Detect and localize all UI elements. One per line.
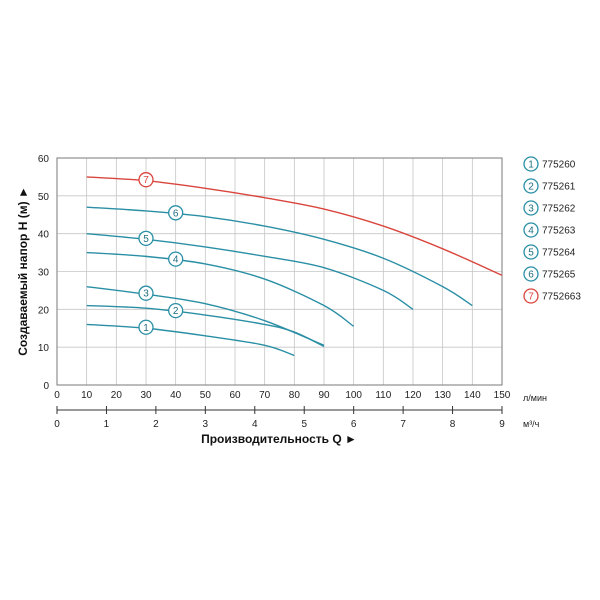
x2-tick-label: 4	[252, 419, 258, 430]
secondary-x-axis-unit: м³/ч	[523, 419, 540, 429]
x-tick-label: 120	[405, 390, 422, 401]
series-line-4	[86, 251, 355, 327]
x-tick-label: 100	[345, 390, 362, 401]
x2-tick-label: 5	[301, 419, 307, 430]
legend-marker-label: 6	[528, 270, 534, 281]
series-line-6	[86, 206, 473, 307]
series-marker-label-4: 4	[173, 255, 179, 266]
legend-marker-label: 3	[528, 204, 534, 215]
x2-tick-label: 7	[400, 419, 406, 430]
y-tick-label: 50	[38, 192, 50, 203]
series-marker-4	[168, 251, 184, 267]
y-tick-label: 20	[38, 305, 50, 316]
legend-entry-4: 775263	[542, 226, 576, 237]
y-tick-label: 40	[38, 230, 50, 241]
series-marker-2	[168, 302, 184, 319]
legend-marker-label: 5	[528, 248, 534, 259]
x2-tick-label: 6	[351, 419, 357, 430]
x-tick-label: 90	[318, 390, 330, 401]
legend-marker-2	[523, 178, 539, 194]
series-marker-label-1: 1	[143, 323, 149, 334]
x2-tick-label: 1	[104, 419, 110, 430]
x2-tick-label: 2	[153, 419, 159, 430]
series-marker-label-7: 7	[143, 175, 149, 186]
series-marker-5	[138, 230, 154, 246]
x-tick-label: 0	[54, 390, 60, 401]
x-tick-label: 110	[375, 390, 391, 401]
x-axis-unit: л/мин	[523, 393, 547, 403]
plot-frame	[56, 157, 503, 386]
x-tick-label: 140	[464, 390, 481, 401]
legend-marker-5	[523, 244, 539, 260]
legend-marker-7	[523, 288, 539, 304]
legend-entry-5: 775264	[542, 248, 576, 259]
legend-marker-1	[523, 156, 539, 172]
series-marker-label-6: 6	[173, 208, 179, 219]
x-tick-label: 150	[494, 390, 511, 401]
y-axis-ticks: 0 10 20 30 40 50 60	[38, 154, 50, 392]
series-marker-label-2: 2	[173, 306, 179, 317]
series-marker-1	[138, 319, 154, 335]
series-line-3	[86, 285, 325, 346]
series-marker-label-5: 5	[143, 234, 149, 245]
x-tick-label: 10	[81, 390, 93, 401]
x-tick-label: 70	[259, 390, 271, 401]
x-axis-title: Производительность Q ►	[201, 432, 357, 446]
y-tick-label: 60	[38, 154, 50, 165]
legend-marker-4	[523, 222, 539, 238]
y-tick-label: 0	[43, 381, 49, 392]
legend-entry-7: 7752663	[542, 292, 581, 303]
series-marker-6	[168, 205, 184, 221]
x-tick-label: 50	[200, 390, 212, 401]
legend-entry-2: 775261	[542, 182, 576, 193]
x-tick-label: 40	[170, 390, 182, 401]
x-axis-ticks: 0 10 20 30 40 50 60 70 80 90 100 110 120 130 140 150	[54, 390, 511, 401]
secondary-x-axis: 0 1 2 3 4 5 6 7 8 9	[54, 406, 505, 430]
legend-entry-1: 775260	[542, 160, 576, 171]
legend-entry-3: 775262	[542, 204, 576, 215]
legend: 1 775260 2 775261 3 775262 4 775263 5 775264 6 7752…	[523, 156, 581, 304]
x-tick-label: 60	[229, 390, 241, 401]
legend-marker-label: 4	[528, 226, 534, 237]
x2-tick-label: 3	[203, 419, 209, 430]
x-tick-label: 30	[140, 390, 152, 401]
x-tick-label: 130	[434, 390, 451, 401]
series-lines: 1 2 3 4 5 6 7	[86, 172, 503, 357]
legend-marker-3	[523, 200, 539, 216]
x2-tick-label: 0	[54, 419, 60, 430]
x-tick-label: 80	[289, 390, 301, 401]
legend-marker-label: 7	[528, 292, 534, 303]
series-marker-label-3: 3	[143, 289, 149, 300]
legend-marker-6	[523, 266, 539, 282]
x2-tick-label: 9	[499, 419, 505, 430]
y-tick-label: 10	[38, 343, 50, 354]
x-tick-label: 20	[111, 390, 123, 401]
series-marker-7	[138, 172, 154, 188]
legend-marker-label: 1	[528, 160, 534, 171]
y-tick-label: 30	[38, 268, 50, 279]
series-marker-3	[138, 285, 154, 301]
legend-entry-6: 775265	[542, 270, 576, 281]
legend-marker-label: 2	[528, 182, 534, 193]
plot-grid	[56, 157, 503, 386]
series-line-1	[86, 323, 295, 357]
y-axis-title: Создаваемый напор H (м) ►	[16, 186, 30, 356]
x2-tick-label: 8	[450, 419, 456, 430]
